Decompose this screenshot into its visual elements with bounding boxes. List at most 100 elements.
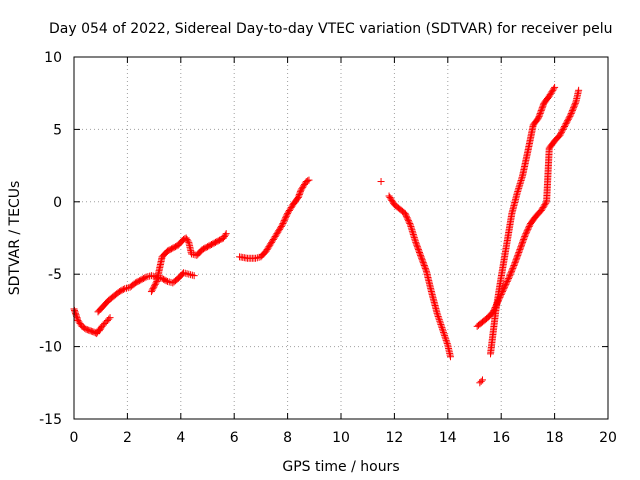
data-point-marker [566, 112, 574, 120]
data-point-marker [503, 279, 511, 287]
x-tick-label: 2 [123, 430, 132, 446]
data-point-marker [95, 327, 103, 335]
x-tick-label: 18 [546, 430, 564, 446]
data-point-marker [183, 235, 191, 243]
data-point-marker [525, 222, 533, 230]
data-point-marker [502, 280, 510, 288]
data-point-marker [71, 308, 79, 316]
data-point-marker [508, 267, 516, 275]
data-point-marker [422, 266, 430, 274]
data-point-marker [420, 260, 428, 268]
data-point-marker [150, 282, 158, 290]
data-point-marker [150, 283, 158, 291]
data-point-marker [446, 353, 454, 361]
data-point-marker [520, 235, 528, 243]
data-point-marker [149, 285, 157, 293]
data-point-marker [506, 272, 514, 280]
y-tick-label: 10 [44, 50, 62, 66]
x-tick-label: 20 [599, 430, 617, 446]
data-point-marker [300, 182, 308, 190]
data-point-marker [477, 377, 485, 385]
data-point-marker [404, 217, 412, 225]
data-point-marker [571, 101, 579, 109]
data-point-marker [421, 263, 429, 271]
plot-frame [73, 56, 609, 420]
data-point-marker [438, 325, 446, 333]
y-tick-label: 0 [53, 195, 62, 211]
data-point-marker [388, 196, 396, 204]
data-point-marker [417, 253, 425, 261]
data-point-marker [443, 338, 451, 346]
data-point-marker [539, 102, 547, 110]
data-point-marker [263, 246, 271, 254]
data-point-marker [541, 201, 549, 209]
data-point-marker [542, 199, 550, 207]
data-point-marker [421, 264, 429, 272]
data-point-marker [105, 315, 113, 323]
data-point-marker [515, 248, 523, 256]
data-point-marker [564, 117, 572, 125]
data-point-marker [419, 259, 427, 267]
data-point-marker [296, 188, 304, 196]
data-point-marker [546, 91, 554, 99]
data-point-marker [403, 214, 411, 222]
data-point-marker [265, 243, 273, 251]
data-point-marker [512, 257, 520, 265]
data-point-marker [537, 108, 545, 116]
data-point-marker [402, 211, 410, 219]
data-point-marker [222, 230, 230, 238]
data-point-marker [389, 198, 397, 206]
data-point-marker [433, 309, 441, 317]
data-point-marker [515, 247, 523, 255]
data-point-marker [282, 212, 290, 220]
x-tick-labels: 0 2 4 6 8 10 12 14 16 18 20 [70, 430, 617, 446]
data-point-marker [442, 335, 450, 343]
data-point-marker [267, 240, 275, 248]
data-point-marker [524, 225, 532, 233]
y-tick-label: 5 [53, 122, 62, 138]
data-point-marker [280, 218, 288, 226]
data-point-marker [570, 104, 578, 112]
data-point-marker [190, 272, 198, 280]
data-point-marker [96, 325, 104, 333]
data-point-marker [184, 237, 192, 245]
data-point-marker [503, 277, 511, 285]
data-point-marker [507, 269, 515, 277]
data-point-marker [559, 125, 567, 133]
data-point-marker [435, 314, 443, 322]
data-point-marker [295, 192, 303, 200]
x-axis-label: GPS time / hours [282, 459, 399, 475]
data-point-marker [538, 205, 546, 213]
data-point-marker [386, 193, 394, 201]
x-tick-label: 0 [70, 430, 79, 446]
data-point-marker [413, 243, 421, 251]
data-point-marker [501, 283, 509, 291]
data-point-marker [558, 127, 566, 135]
data-point-marker [513, 253, 521, 261]
data-point-marker [511, 259, 519, 267]
data-point-marker [516, 244, 524, 252]
data-point-marker [71, 306, 79, 314]
data-point-marker [72, 309, 80, 317]
x-tick-label: 12 [385, 430, 403, 446]
data-point-marker [286, 205, 294, 213]
data-point-marker [152, 279, 160, 287]
x-tick-label: 8 [283, 430, 292, 446]
data-point-marker [519, 237, 527, 245]
data-point-marker [406, 220, 414, 228]
data-point-marker [264, 244, 272, 252]
data-point-marker [536, 111, 544, 119]
data-point-marker [151, 280, 159, 288]
data-point-marker [441, 333, 449, 341]
data-point-marker [571, 99, 579, 107]
data-point-marker [279, 220, 287, 228]
data-point-marker [404, 215, 412, 223]
data-point-marker [440, 328, 448, 336]
data-point-marker [434, 312, 442, 320]
data-point-marker [514, 250, 522, 258]
data-point-marker [301, 180, 309, 188]
data-point-marker [439, 327, 447, 335]
data-point-marker [401, 209, 409, 217]
data-point-marker [119, 285, 127, 293]
data-point-marker [511, 260, 519, 268]
